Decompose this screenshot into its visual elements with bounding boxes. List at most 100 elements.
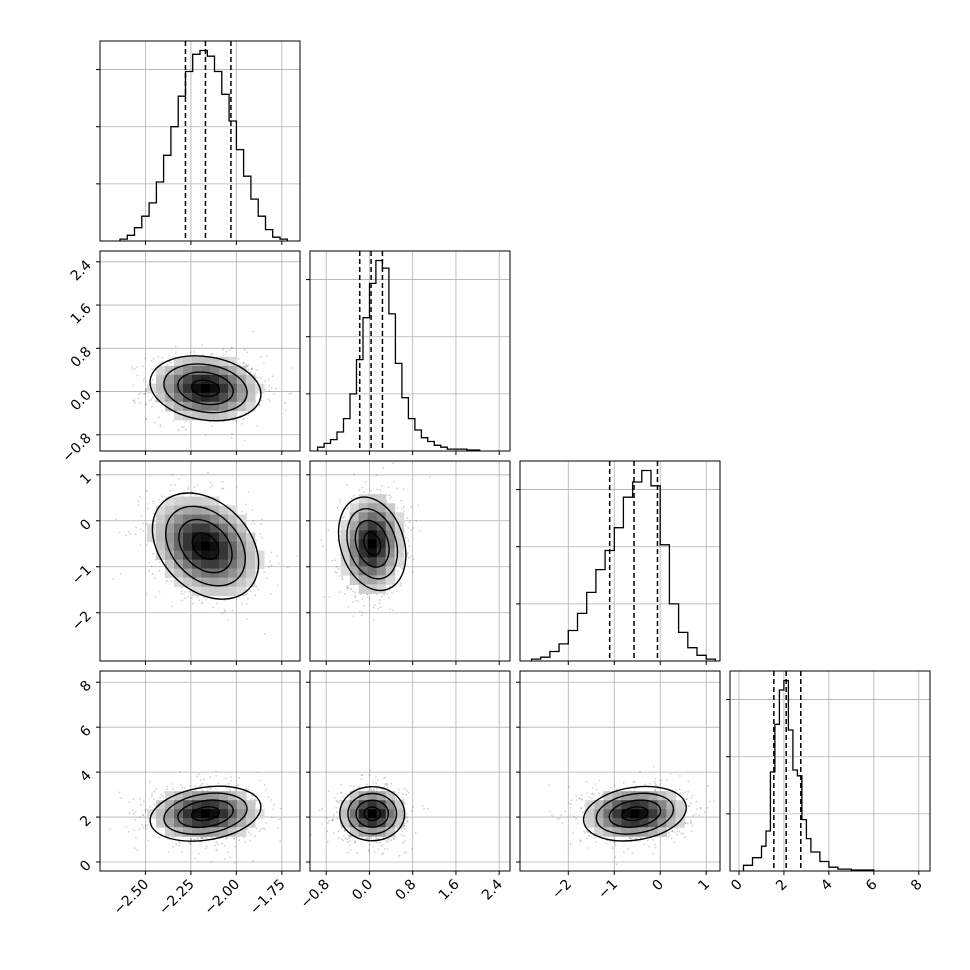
scatter-point [144, 418, 147, 421]
scatter-point [368, 788, 371, 790]
scatter-point [210, 353, 213, 356]
scatter-point [160, 457, 162, 459]
scatter-point [142, 365, 145, 368]
density-cell [237, 577, 247, 588]
panel-frame [309, 250, 511, 452]
scatter-point [373, 841, 376, 843]
density-cell [367, 539, 378, 549]
scatter-point [231, 346, 234, 349]
scatter-point [118, 791, 121, 794]
density-cell [340, 530, 351, 540]
scatter-point [257, 588, 259, 591]
scatter-point [89, 376, 91, 378]
scatter-point [343, 835, 345, 837]
scatter-point [150, 565, 153, 568]
scatter-point [200, 837, 203, 840]
scatter-point [347, 506, 349, 509]
scatter-point [174, 345, 177, 348]
scatter-point [233, 837, 235, 840]
density-cell [192, 505, 202, 516]
scatter-point [389, 498, 392, 500]
density-cell [165, 532, 175, 543]
density-cell [174, 410, 184, 421]
scatter-point [144, 808, 147, 811]
scatter-point [269, 560, 271, 563]
scatter-point [115, 518, 117, 520]
density-cell [156, 383, 166, 394]
scatter-point [171, 473, 174, 476]
density-cell [210, 577, 220, 588]
density-cell [156, 365, 166, 376]
scatter-point [336, 818, 339, 820]
scatter-point [154, 421, 156, 424]
scatter-point [142, 530, 145, 532]
density-cell [376, 800, 387, 810]
scatter-point [359, 789, 362, 791]
scatter-point [412, 805, 415, 808]
scatter-point [131, 368, 134, 371]
scatter-point [201, 837, 204, 840]
density-cell [237, 365, 247, 376]
scatter-point [141, 824, 144, 826]
scatter-point [224, 610, 227, 613]
scatter-point [254, 798, 256, 801]
scatter-point [137, 397, 140, 400]
scatter-point [245, 363, 248, 366]
density-cell [183, 356, 193, 367]
scatter-point [362, 605, 365, 608]
scatter-point [374, 776, 377, 778]
scatter-point [273, 803, 275, 806]
scatter-point [343, 516, 346, 519]
scatter-point [327, 822, 329, 825]
density-cell [349, 827, 360, 837]
density-cell [165, 374, 175, 385]
scatter-point [411, 571, 414, 573]
scatter-point [190, 837, 192, 840]
scatter-point [361, 774, 364, 777]
scatter-point [205, 845, 208, 848]
density-cell [201, 568, 211, 579]
scatter-point [403, 840, 406, 843]
density-cell [349, 539, 360, 549]
scatter-point [264, 633, 266, 635]
scatter-point [211, 484, 213, 487]
scatter-point [119, 572, 122, 575]
scatter-point [180, 784, 182, 786]
scatter-point [177, 840, 180, 843]
scatter-point [354, 596, 357, 598]
panel-frame [309, 460, 511, 662]
scatter-point [231, 609, 234, 612]
scatter-point [204, 434, 207, 436]
density-cell [174, 559, 184, 570]
scatter-point [150, 398, 153, 401]
density-cell [237, 818, 247, 828]
scatter-point [159, 423, 162, 426]
scatter-point [199, 779, 202, 781]
scatter-point [396, 793, 399, 796]
density-cell [228, 356, 238, 367]
density-cell [174, 401, 184, 412]
density-cell [219, 505, 229, 516]
density-cell [385, 503, 396, 513]
density-cell [219, 374, 229, 385]
scatter-point [212, 606, 215, 609]
density-cell [358, 521, 369, 531]
scatter-point [215, 849, 217, 852]
scatter-point [263, 362, 265, 364]
density-cell [192, 523, 202, 534]
density-cell [358, 530, 369, 540]
scatter-point [397, 570, 400, 573]
density-cell [174, 818, 184, 828]
scatter-point [135, 837, 137, 839]
scatter-point [153, 803, 156, 806]
density-cell [156, 523, 166, 534]
density-cell [376, 818, 387, 828]
scatter-point [363, 491, 365, 493]
scatter-point [125, 826, 128, 828]
density-cell [156, 392, 166, 403]
scatter-point [272, 808, 275, 811]
scatter-point [368, 769, 371, 772]
scatter-point [152, 502, 155, 505]
scatter-point [148, 781, 151, 784]
scatter-point [296, 555, 299, 558]
